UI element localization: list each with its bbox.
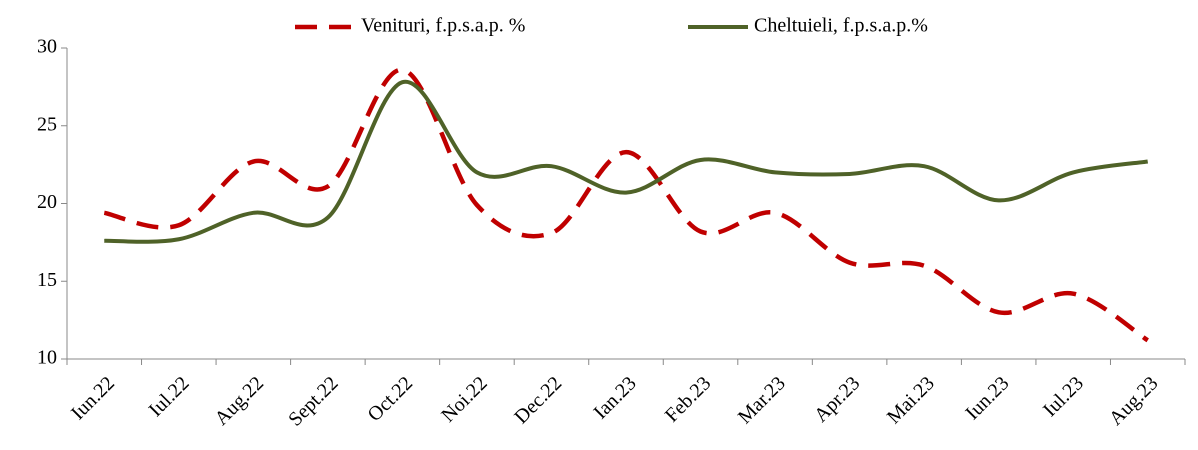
x-tick-label: Aug.22 <box>211 372 269 430</box>
y-tick-label: 20 <box>37 191 57 213</box>
x-tick-label: Aug.23 <box>1105 372 1163 430</box>
x-tick-label: Iun.22 <box>67 372 119 424</box>
legend-label: Venituri, f.p.s.a.p. % <box>361 15 525 37</box>
y-tick-label: 30 <box>37 36 57 58</box>
x-tick-label: Oct.22 <box>364 372 418 426</box>
y-tick-label: 25 <box>37 113 57 135</box>
series-line <box>103 67 1149 343</box>
y-tick-label: 10 <box>37 347 57 369</box>
series-line <box>104 80 1149 244</box>
legend-label: Cheltuieli, f.p.s.a.p.% <box>754 15 928 37</box>
x-tick-label: Ian.23 <box>589 372 640 423</box>
x-tick-label: Iul.23 <box>1039 372 1088 421</box>
x-tick-label: Dec.22 <box>510 372 566 428</box>
x-tick-label: Feb.23 <box>661 372 715 426</box>
x-tick-label: Iun.23 <box>961 372 1013 424</box>
x-tick-label: Sept.22 <box>284 372 342 430</box>
x-tick-label: Mar.23 <box>734 372 790 428</box>
x-tick-label: Apr.23 <box>810 372 864 426</box>
x-tick-label: Mai.23 <box>883 372 939 428</box>
x-tick-label: Iul.22 <box>145 372 194 421</box>
x-tick-label: Noi.22 <box>437 372 491 426</box>
y-tick-label: 15 <box>37 269 57 291</box>
